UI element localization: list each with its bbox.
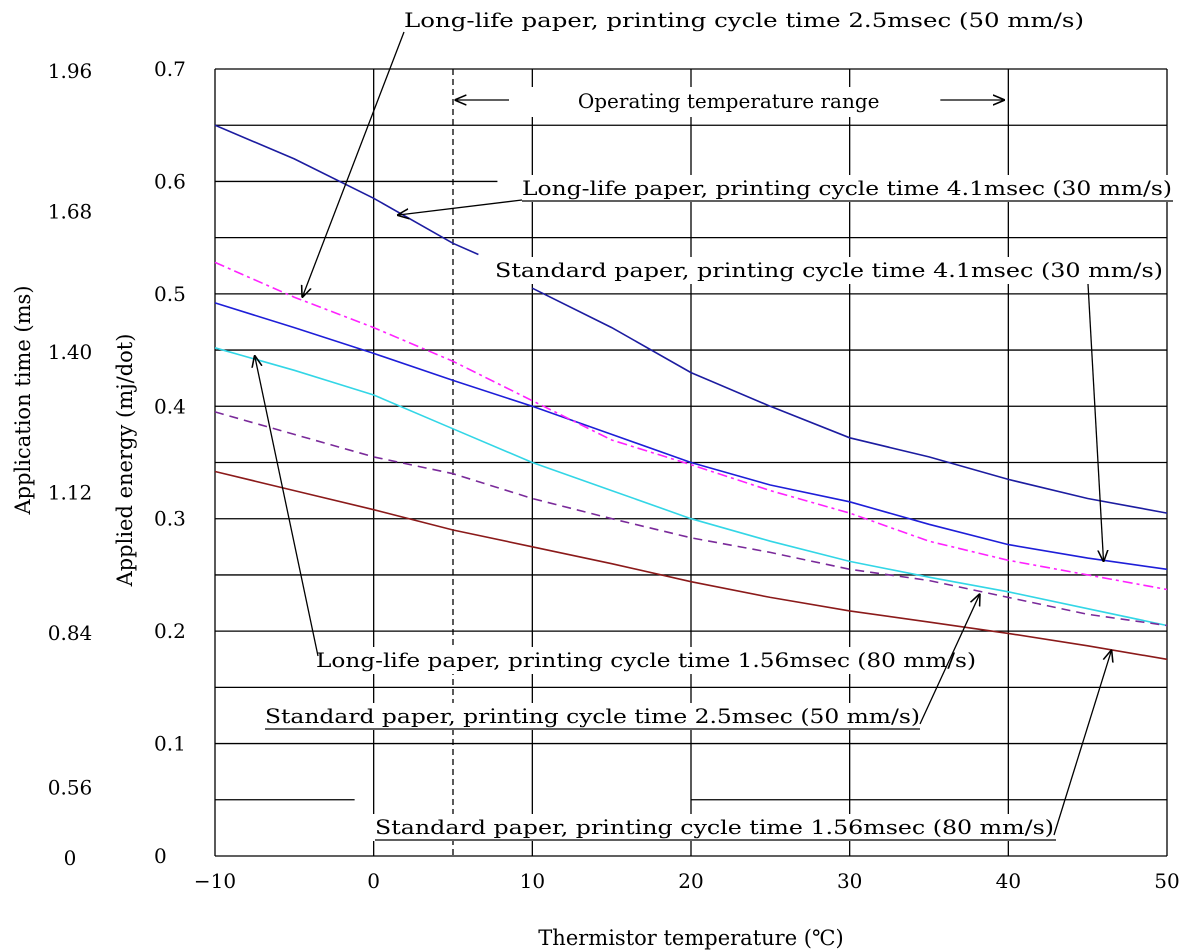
y-axis-title: Applied energy (mj/dot) <box>113 334 137 588</box>
annotation-4: Long-life paper, printing cycle time 1.5… <box>255 356 981 674</box>
annotation-label: Long-life paper, printing cycle time 1.5… <box>316 648 976 672</box>
series-line-4-segment-1 <box>214 347 1168 627</box>
operating-range-label: Operating temperature range <box>578 89 880 113</box>
y-tick-label: 0.6 <box>154 169 186 193</box>
x-tick-label: −10 <box>194 869 236 893</box>
annotation-arrow <box>397 199 523 215</box>
annotation-6: Standard paper, printing cycle time 1.56… <box>372 650 1111 841</box>
series-line-3-segment-1 <box>214 261 1168 591</box>
series-lines <box>214 124 1168 661</box>
annotation-arrow <box>919 594 980 725</box>
y2-tick-label: 1.12 <box>48 481 93 505</box>
annotation-arrow <box>255 356 319 657</box>
y2-tick-label: 0.56 <box>48 776 93 800</box>
series-line-1-segment-2 <box>531 287 1168 514</box>
y-tick-label: 0.3 <box>154 507 186 531</box>
y2-tick-label: 1.68 <box>48 200 93 224</box>
y-tick-label: 0.2 <box>154 619 186 643</box>
annotation-2: Long-life paper, printing cycle time 4.1… <box>397 175 1187 215</box>
y-tick-label: 0.5 <box>154 282 186 306</box>
y-tick-label: 0.1 <box>154 732 186 756</box>
annotation-label: Standard paper, printing cycle time 1.56… <box>375 815 1054 839</box>
annotation-label-bg <box>262 703 930 730</box>
annotation-label-bg <box>492 257 1160 284</box>
x-tick-label: 0 <box>367 869 380 893</box>
x-tick-label: 50 <box>1154 869 1179 893</box>
x-tick-label: 10 <box>520 869 545 893</box>
annotation-label-bg <box>313 647 981 674</box>
y2-axis-title: Application time (ms) <box>11 285 35 515</box>
series-line-6-segment-1 <box>214 470 1168 661</box>
annotation-1: Long-life paper, printing cycle time 2.5… <box>302 8 1084 297</box>
annotation-label: Standard paper, printing cycle time 2.5m… <box>265 704 920 728</box>
annotation-label: Long-life paper, printing cycle time 4.1… <box>522 176 1172 200</box>
annotation-arrow <box>1053 650 1111 836</box>
x-tick-label: 30 <box>837 869 862 893</box>
annotation-arrow <box>302 31 405 297</box>
y2-tick-label: 1.96 <box>48 59 93 83</box>
series-line-5-segment-1 <box>214 411 1168 627</box>
annotation-3: Standard paper, printing cycle time 4.1m… <box>492 257 1163 561</box>
series-line-2-segment-1 <box>214 302 1168 571</box>
x-axis-title: Thermistor temperature (℃) <box>538 926 843 950</box>
y-tick-label: 0.4 <box>154 394 186 418</box>
series-line-1-segment-1 <box>214 124 479 256</box>
annotation-arrow <box>1087 283 1104 561</box>
y-tick-label: 0 <box>154 844 167 868</box>
annotation-label: Long-life paper, printing cycle time 2.5… <box>404 8 1084 32</box>
annotation-label-bg <box>519 175 1187 202</box>
y2-tick-label: 0.84 <box>48 621 93 645</box>
x-tick-label: 40 <box>996 869 1021 893</box>
y2-tick-label: 0 <box>64 846 77 870</box>
operating-range-label-bg <box>455 87 1005 117</box>
annotation-label-bg <box>372 814 1040 841</box>
y2-tick-label: 1.40 <box>48 340 93 364</box>
x-tick-label: 20 <box>678 869 703 893</box>
annotations: Long-life paper, printing cycle time 2.5… <box>255 8 1187 841</box>
tick-labels: −10 0 10 20 30 40 50 0 0.1 0.2 0.3 0.4 0.5 0.6 0.7 0 0.5… <box>48 57 1180 893</box>
y-tick-label: 0.7 <box>154 57 186 81</box>
annotation-label: Standard paper, printing cycle time 4.1m… <box>495 258 1163 282</box>
annotation-5: Standard paper, printing cycle time 2.5m… <box>262 594 980 730</box>
